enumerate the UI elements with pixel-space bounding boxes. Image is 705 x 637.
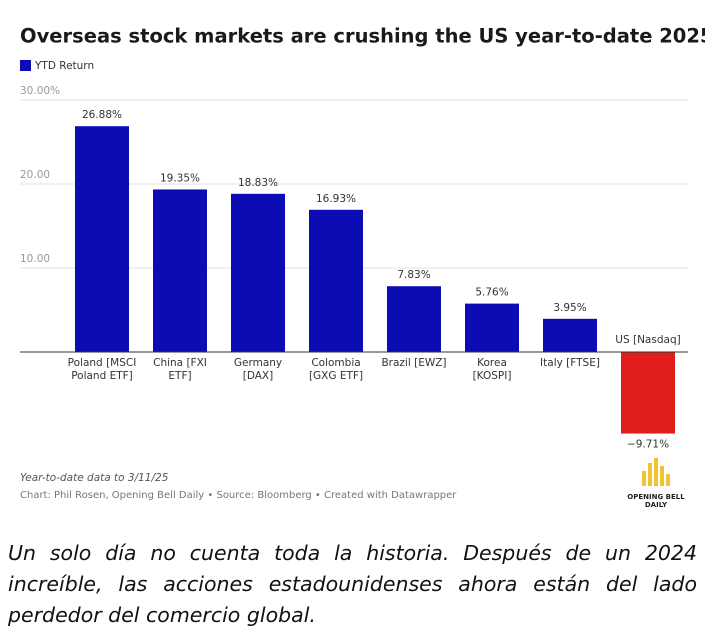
y-tick-label: 30.00% bbox=[20, 85, 60, 97]
x-tick-label: Germany [DAX] bbox=[234, 357, 282, 382]
logo-icon bbox=[642, 458, 670, 486]
legend-label: YTD Return bbox=[34, 60, 94, 72]
x-tick-label: US [Nasdaq] bbox=[615, 334, 680, 346]
value-label: 5.76% bbox=[475, 287, 508, 299]
legend-swatch bbox=[20, 60, 31, 71]
chart-note: Year-to-date data to 3/11/25 bbox=[20, 472, 169, 484]
bar bbox=[465, 303, 519, 352]
chart: Overseas stock markets are crushing the … bbox=[20, 24, 705, 509]
x-tick-label: Colombia [GXG ETF] bbox=[309, 357, 363, 382]
y-tick-label: 20.00 bbox=[20, 169, 50, 181]
caption: Un solo día no cuenta toda la historia. … bbox=[8, 541, 697, 627]
value-label: 26.88% bbox=[82, 109, 122, 121]
x-tick-label: Poland [MSCI Poland ETF] bbox=[68, 357, 137, 382]
x-tick-label: Brazil [EWZ] bbox=[381, 357, 446, 369]
x-tick-label: Italy [FTSE] bbox=[540, 357, 600, 369]
x-tick-label: China [FXI ETF] bbox=[153, 357, 207, 382]
chart-source: Chart: Phil Rosen, Opening Bell Daily • … bbox=[20, 490, 457, 501]
value-label: −9.71% bbox=[627, 439, 669, 451]
value-label: 18.83% bbox=[238, 177, 278, 189]
bar bbox=[75, 126, 129, 352]
bar bbox=[309, 209, 363, 352]
logo-text: OPENING BELL DAILY bbox=[627, 493, 685, 509]
y-tick-label: 10.00 bbox=[20, 253, 50, 265]
value-label: 7.83% bbox=[397, 269, 430, 281]
bar bbox=[153, 189, 207, 352]
bar bbox=[231, 193, 285, 352]
bar bbox=[621, 352, 675, 434]
value-label: 16.93% bbox=[316, 193, 356, 205]
value-label: 3.95% bbox=[553, 302, 586, 314]
bar bbox=[543, 318, 597, 352]
x-tick-label: Korea [KOSPI] bbox=[473, 357, 512, 382]
chart-title: Overseas stock markets are crushing the … bbox=[20, 25, 705, 48]
value-label: 19.35% bbox=[160, 172, 200, 184]
bar bbox=[387, 286, 441, 352]
